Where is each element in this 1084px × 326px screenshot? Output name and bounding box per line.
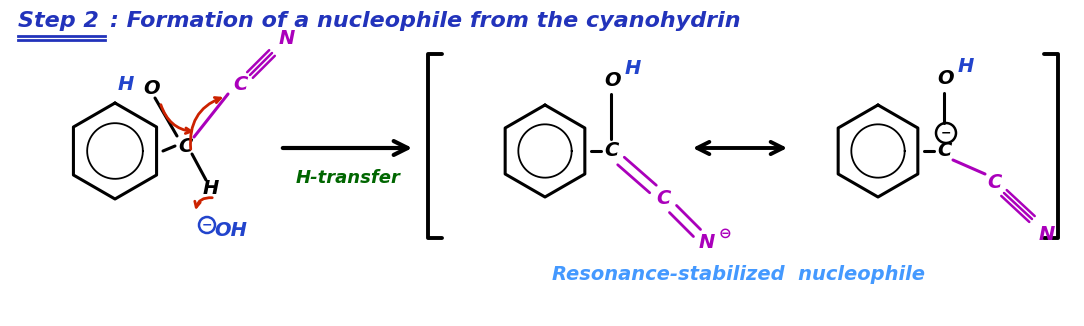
Text: ⊖: ⊖: [719, 226, 732, 241]
Text: C: C: [937, 141, 951, 160]
Text: O: O: [144, 79, 160, 97]
Text: C: C: [986, 173, 1002, 192]
Text: −: −: [941, 126, 952, 140]
Text: Step 2: Step 2: [18, 11, 99, 31]
Text: OH: OH: [215, 221, 247, 241]
Text: H-transfer: H-transfer: [296, 169, 400, 187]
Text: C: C: [178, 137, 192, 156]
Text: : Formation of a nucleophile from the cyanohydrin: : Formation of a nucleophile from the cy…: [109, 11, 740, 31]
Text: Resonance-stabilized  nucleophile: Resonance-stabilized nucleophile: [552, 264, 925, 284]
Text: H: H: [958, 57, 975, 77]
Text: H: H: [118, 75, 134, 94]
Text: −: −: [202, 218, 212, 231]
Text: N: N: [699, 233, 715, 253]
Text: C: C: [233, 75, 247, 94]
Text: C: C: [604, 141, 618, 160]
Text: N: N: [1038, 225, 1055, 244]
Text: H: H: [624, 60, 642, 79]
Text: C: C: [656, 189, 670, 209]
Text: O: O: [605, 71, 621, 91]
Text: H: H: [203, 179, 219, 198]
Text: O: O: [938, 69, 954, 88]
Text: N: N: [279, 29, 295, 49]
